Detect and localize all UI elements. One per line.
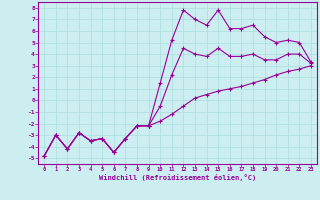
X-axis label: Windchill (Refroidissement éolien,°C): Windchill (Refroidissement éolien,°C) [99,174,256,181]
